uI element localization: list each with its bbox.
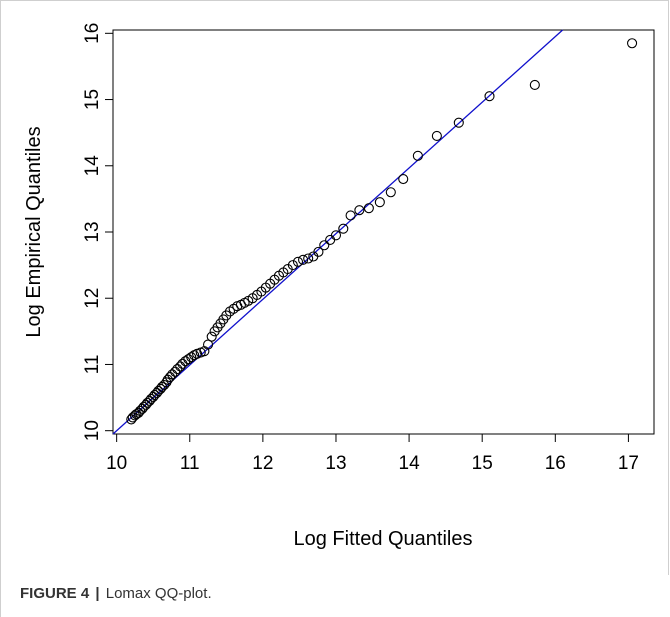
data-point bbox=[627, 38, 638, 49]
x-tick-label: 17 bbox=[618, 453, 639, 474]
caption-text: Lomax QQ-plot. bbox=[105, 585, 212, 602]
data-point bbox=[330, 230, 342, 241]
data-point bbox=[287, 260, 298, 271]
data-point bbox=[453, 117, 464, 128]
data-point bbox=[354, 205, 365, 216]
data-point bbox=[164, 371, 176, 383]
data-point bbox=[529, 79, 540, 91]
data-point bbox=[363, 203, 374, 214]
x-tick-label: 16 bbox=[545, 453, 566, 474]
y-tick-label: 13 bbox=[82, 221, 103, 242]
data-point bbox=[224, 306, 236, 317]
data-point bbox=[484, 91, 495, 102]
data-point bbox=[412, 150, 423, 161]
data-point bbox=[206, 331, 217, 342]
points-group bbox=[126, 38, 638, 425]
data-point bbox=[431, 130, 442, 142]
reference-line bbox=[112, 29, 564, 435]
x-axis: 10 11 12 13 14 15 16 17 bbox=[106, 434, 639, 474]
y-tick-label: 14 bbox=[82, 155, 103, 177]
x-tick-label: 14 bbox=[399, 453, 421, 474]
data-point bbox=[345, 210, 356, 221]
y-axis: 10 11 12 13 14 15 16 bbox=[82, 23, 113, 441]
x-axis-label: Log Fitted Quantiles bbox=[294, 528, 473, 550]
y-tick-label: 16 bbox=[82, 23, 103, 44]
data-point bbox=[313, 246, 324, 257]
y-tick-label: 11 bbox=[82, 355, 103, 375]
data-point bbox=[298, 254, 309, 265]
figure-frame bbox=[0, 0, 669, 575]
data-point bbox=[325, 234, 336, 245]
figure-caption: FIGURE 4 | Lomax QQ-plot. bbox=[20, 585, 212, 602]
x-tick-label: 11 bbox=[180, 453, 200, 474]
data-point bbox=[292, 256, 304, 267]
x-tick-label: 13 bbox=[325, 453, 346, 474]
data-point bbox=[172, 364, 183, 375]
caption-separator: | bbox=[95, 585, 100, 602]
y-tick-label: 15 bbox=[82, 89, 103, 110]
caption-label: FIGURE 4 bbox=[20, 585, 90, 602]
data-point bbox=[167, 369, 178, 380]
x-tick-label: 15 bbox=[472, 453, 493, 474]
x-tick-label: 10 bbox=[106, 453, 127, 474]
plot-box bbox=[112, 29, 655, 435]
data-point bbox=[186, 352, 197, 363]
x-tick-label: 12 bbox=[252, 453, 273, 474]
data-point bbox=[398, 173, 409, 185]
data-point bbox=[170, 366, 181, 377]
data-point bbox=[131, 409, 142, 420]
data-point bbox=[338, 223, 349, 234]
data-point bbox=[159, 379, 170, 391]
data-point bbox=[175, 361, 186, 372]
data-point bbox=[385, 187, 396, 198]
y-tick-label: 10 bbox=[82, 420, 103, 441]
qq-plot: 10 11 12 13 14 15 16 17 10 11 12 13 14 15 16 Log Fitt… bbox=[23, 23, 655, 550]
data-point bbox=[161, 377, 172, 388]
caption-rule bbox=[0, 575, 1, 617]
data-point bbox=[374, 197, 385, 208]
data-point bbox=[319, 240, 330, 251]
y-axis-label: Log Empirical Quantiles bbox=[23, 126, 45, 337]
data-point bbox=[303, 253, 314, 264]
data-point bbox=[177, 358, 188, 369]
y-tick-label: 12 bbox=[82, 288, 103, 309]
reference-line-group bbox=[112, 29, 564, 435]
